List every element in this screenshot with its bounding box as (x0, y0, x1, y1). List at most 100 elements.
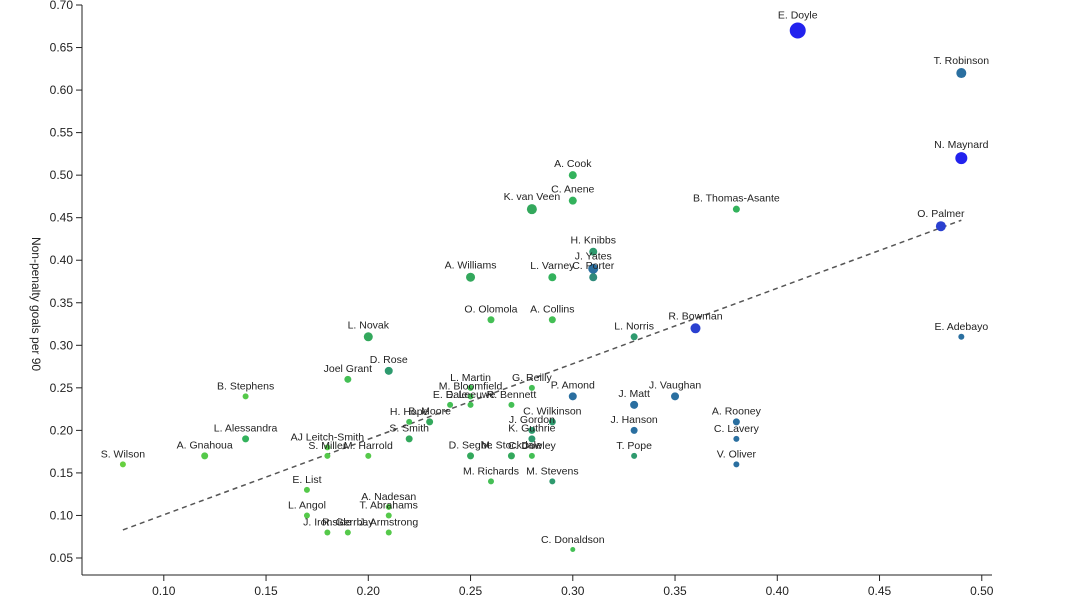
data-point[interactable] (528, 426, 536, 434)
data-point[interactable] (733, 435, 740, 442)
point-label: L. Norris (614, 320, 654, 332)
point-label: C. Dowley (508, 440, 557, 452)
data-point[interactable] (955, 152, 968, 165)
data-point[interactable] (365, 452, 372, 459)
data-point[interactable] (526, 204, 537, 215)
point-label: J. Ironside (303, 516, 352, 528)
data-point[interactable] (466, 272, 476, 282)
point-label: R. Bowman (668, 310, 722, 322)
y-tick-label: 0.65 (50, 41, 74, 55)
y-tick-label: 0.25 (50, 381, 74, 395)
data-point[interactable] (568, 171, 577, 180)
data-point[interactable] (630, 426, 638, 434)
x-tick-label: 0.45 (868, 584, 892, 598)
data-point[interactable] (548, 273, 557, 282)
point-label: S. Miller (308, 440, 346, 452)
data-point[interactable] (507, 452, 515, 460)
data-point[interactable] (467, 393, 474, 400)
data-point[interactable] (568, 392, 577, 401)
point-label: M. Bloomfield (439, 380, 503, 392)
point-label: J. Hanson (610, 414, 657, 426)
point-label: M. Richards (463, 465, 519, 477)
data-point[interactable] (303, 486, 310, 493)
data-point[interactable] (958, 333, 965, 340)
point-label: T. Pope (616, 440, 652, 452)
data-point[interactable] (935, 221, 946, 232)
trendline (122, 219, 962, 531)
data-point[interactable] (568, 196, 577, 205)
data-point[interactable] (467, 452, 475, 460)
data-point[interactable] (467, 384, 474, 391)
data-point[interactable] (671, 392, 680, 401)
x-tick-label: 0.50 (970, 584, 994, 598)
point-label: C. Anene (551, 184, 594, 196)
point-label: Joel Grant (324, 363, 373, 375)
data-point[interactable] (589, 247, 598, 256)
point-label: L. Varney (530, 260, 575, 272)
data-point[interactable] (732, 205, 740, 213)
data-point[interactable] (548, 316, 556, 324)
x-tick-label: 0.35 (663, 584, 687, 598)
data-point[interactable] (956, 68, 967, 79)
data-point[interactable] (242, 435, 250, 443)
data-point[interactable] (690, 323, 701, 334)
data-point[interactable] (487, 478, 494, 485)
data-point[interactable] (119, 461, 126, 468)
data-point[interactable] (789, 22, 806, 39)
data-point[interactable] (570, 546, 576, 552)
point-label: K. Guthrie (508, 422, 555, 434)
point-label: G. Reilly (512, 372, 552, 384)
y-tick-label: 0.55 (50, 126, 74, 140)
point-label: S. Smith (389, 422, 429, 434)
point-label: A. Rooney (712, 405, 762, 417)
y-tick-label: 0.35 (50, 296, 74, 310)
data-point[interactable] (344, 529, 351, 536)
data-point[interactable] (363, 332, 373, 342)
data-point[interactable] (385, 529, 392, 536)
data-point[interactable] (447, 401, 454, 408)
data-point[interactable] (630, 333, 638, 341)
point-label: A. Gnahoua (177, 439, 233, 451)
data-point[interactable] (733, 461, 740, 468)
data-point[interactable] (324, 452, 331, 459)
data-point[interactable] (732, 418, 740, 426)
data-point[interactable] (487, 316, 495, 324)
data-point[interactable] (528, 435, 536, 443)
y-tick-label: 0.60 (50, 83, 74, 97)
data-point[interactable] (426, 418, 434, 426)
point-label: T. Abrahams (360, 499, 418, 511)
data-point[interactable] (242, 393, 249, 400)
data-point[interactable] (508, 401, 515, 408)
point-label: A. Nadesan (361, 491, 416, 503)
data-point[interactable] (385, 503, 392, 510)
data-point[interactable] (405, 435, 413, 443)
data-point[interactable] (384, 366, 393, 375)
data-point[interactable] (467, 401, 474, 408)
point-label: H. Knibbs (570, 235, 616, 247)
point-label: E. Dale (433, 389, 468, 401)
y-tick-label: 0.20 (50, 423, 74, 437)
data-point[interactable] (631, 452, 638, 459)
data-point[interactable] (201, 452, 209, 460)
y-tick-label: 0.15 (50, 466, 74, 480)
data-point[interactable] (303, 512, 310, 519)
point-label: L. Martin (450, 372, 491, 384)
point-label: J. Gordon (509, 414, 555, 426)
data-point[interactable] (588, 263, 599, 274)
point-label: N. Maynard (934, 139, 988, 151)
data-point[interactable] (528, 452, 535, 459)
data-point[interactable] (406, 418, 413, 425)
data-point[interactable] (548, 418, 556, 426)
y-axis-label: Non-penalty goals per 90 (29, 237, 43, 371)
data-point[interactable] (630, 400, 639, 409)
point-label: J. Matt (618, 388, 650, 400)
data-point[interactable] (589, 273, 598, 282)
data-point[interactable] (549, 478, 556, 485)
data-point[interactable] (324, 529, 331, 536)
data-point[interactable] (385, 512, 392, 519)
point-label: H. Hope (390, 406, 429, 418)
data-point[interactable] (344, 375, 352, 383)
data-point[interactable] (528, 384, 535, 391)
point-label: J. Yates (575, 251, 612, 263)
data-point[interactable] (324, 444, 331, 451)
